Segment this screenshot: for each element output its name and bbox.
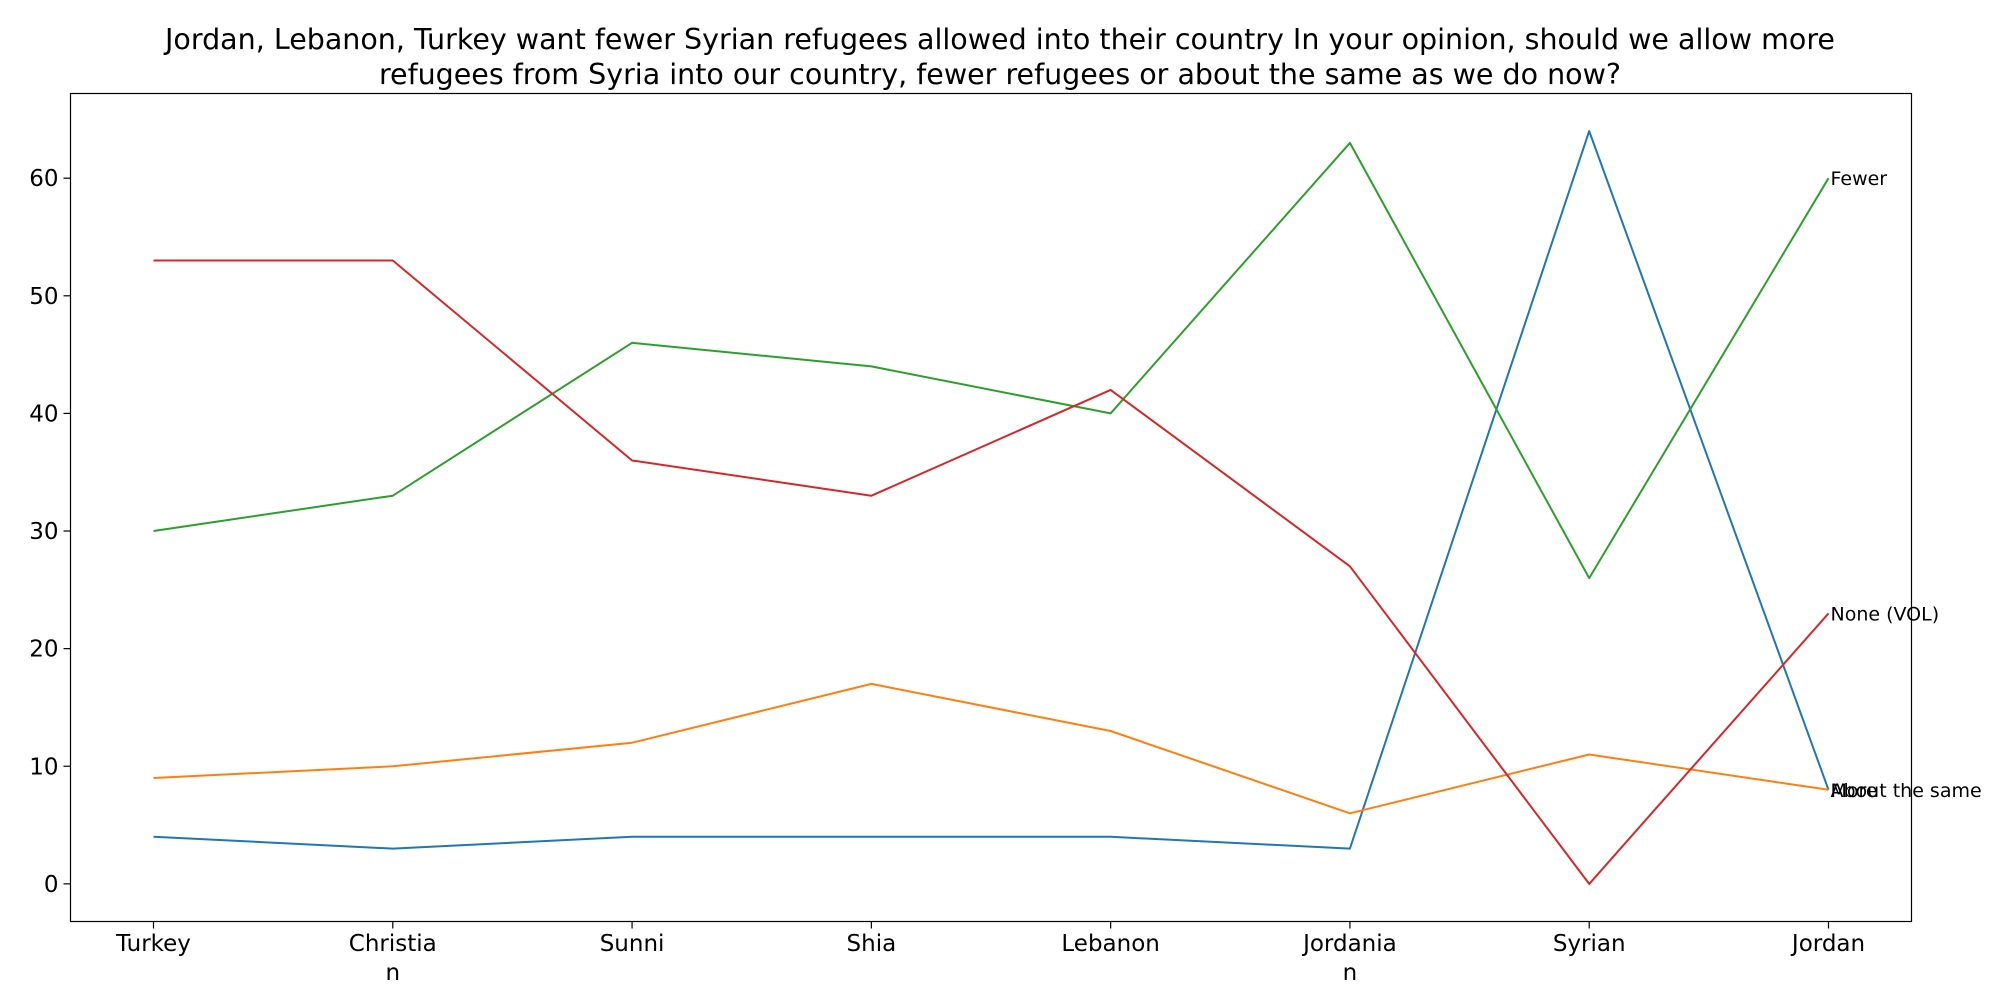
chart-title: Jordan, Lebanon, Turkey want fewer Syria…	[163, 23, 1835, 91]
chart-title-line-2: refugees from Syria into our country, fe…	[379, 58, 1621, 91]
series-line-fewer	[153, 141, 1830, 580]
series-label-fewer: Fewer	[1831, 168, 1888, 190]
x-tick-label: Christia	[349, 931, 437, 957]
y-tick-label: 0	[44, 872, 59, 898]
x-tick-label: Jordania	[1301, 931, 1397, 957]
chart-title-line-1: Jordan, Lebanon, Turkey want fewer Syria…	[163, 23, 1835, 56]
x-tick-label: Sunni	[600, 931, 665, 957]
x-axis: Turkey Christia n Sunni Shia Lebanon Jordania n…	[115, 921, 1865, 986]
series-lines	[153, 130, 1830, 885]
y-tick-label: 40	[29, 401, 58, 427]
y-axis: 0 10 20 30 40 50 60	[29, 166, 71, 898]
plot-area-frame	[69, 92, 1913, 923]
series-line-about-the-same	[153, 682, 1829, 815]
series-line-more	[153, 130, 1830, 850]
series-label-more: More	[1831, 780, 1878, 802]
series-label-none-vol: None (VOL)	[1831, 603, 1940, 625]
series-line-none-vol	[153, 259, 1830, 885]
y-tick-label: 30	[29, 519, 58, 545]
y-tick-label: 10	[29, 754, 58, 780]
x-tick-label: Syrian	[1553, 931, 1626, 957]
y-tick-label: 20	[29, 637, 58, 663]
series-label-about-the-same: About the same	[1831, 780, 1982, 802]
x-tick-label: n	[1343, 960, 1358, 986]
y-tick-label: 50	[29, 284, 58, 310]
x-tick-label: n	[385, 960, 400, 986]
x-tick-label: Shia	[847, 931, 897, 957]
x-tick-label: Jordan	[1790, 931, 1865, 957]
x-tick-label: Lebanon	[1061, 931, 1159, 957]
y-tick-label: 60	[29, 166, 58, 192]
x-tick-label: Turkey	[115, 931, 191, 957]
